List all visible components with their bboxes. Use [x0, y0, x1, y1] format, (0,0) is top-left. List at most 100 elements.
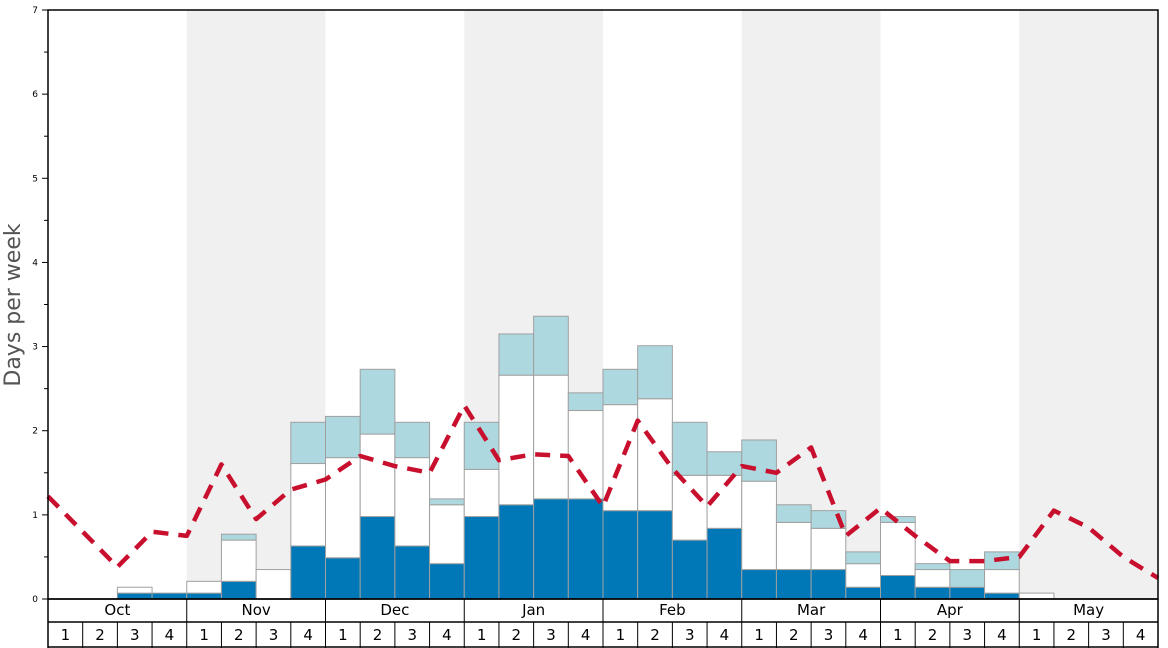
bar-segment [637, 345, 673, 400]
week-label: 3 [824, 626, 834, 644]
bar-segment [290, 421, 326, 465]
bar-segment [429, 498, 465, 506]
bar-segment [914, 569, 951, 588]
week-label: 4 [858, 626, 868, 644]
bar-segment [845, 586, 881, 600]
bar-segment [845, 563, 881, 588]
bar-segment [498, 374, 535, 506]
bar-segment [533, 315, 569, 376]
bar-segment [186, 580, 222, 594]
bar-segment [949, 586, 986, 600]
bar-segment [741, 480, 777, 571]
week-label: 3 [407, 626, 417, 644]
bar-segment [325, 457, 361, 559]
week-label: 3 [685, 626, 695, 644]
month-label: Oct [104, 601, 130, 619]
week-label: 3 [1101, 626, 1111, 644]
bar-segment [394, 421, 431, 459]
week-label: 4 [442, 626, 452, 644]
week-label: 1 [1032, 626, 1042, 644]
month-label: Feb [659, 601, 686, 619]
bar-segment [186, 592, 222, 600]
y-tick-label: 4 [32, 258, 38, 268]
week-label: 2 [1067, 626, 1077, 644]
bar-segment [220, 539, 257, 582]
month-label: Nov [241, 601, 270, 619]
bar-segment [984, 569, 1020, 594]
bar-segment [220, 580, 257, 600]
bar-segment [533, 498, 569, 600]
month-label: Mar [797, 601, 826, 619]
bars [116, 315, 1055, 600]
bar-segment [845, 551, 881, 565]
y-tick-label: 3 [32, 343, 38, 353]
bar-segment [325, 557, 361, 600]
month-shading [186, 10, 1158, 599]
bar-segment [567, 410, 604, 500]
bar-segment [880, 574, 916, 600]
week-label: 2 [234, 626, 244, 644]
week-label: 4 [1136, 626, 1146, 644]
week-label: 1 [477, 626, 487, 644]
bar-segment [151, 592, 188, 600]
week-label: 4 [303, 626, 313, 644]
week-label: 2 [650, 626, 660, 644]
week-label: 2 [373, 626, 383, 644]
bar-segment [498, 504, 535, 600]
bar-segment [498, 333, 535, 376]
bar-segment [220, 533, 257, 541]
y-tick-label: 5 [32, 174, 38, 184]
x-axis: Oct 1 2 3 4 Nov 1 2 3 4 Dec 1 2 3 4 Jan 1 2 3 4 Feb 1 2 3 4 Mar 1 2… [47, 598, 1159, 648]
week-label: 3 [269, 626, 279, 644]
week-label: 1 [61, 626, 71, 644]
bar-segment [775, 521, 812, 571]
y-tick-label: 0 [32, 595, 38, 605]
bar-segment [914, 563, 951, 571]
week-label: 4 [720, 626, 730, 644]
bar-segment [914, 586, 951, 600]
bar-segment [775, 504, 812, 523]
week-label: 1 [338, 626, 348, 644]
month-label: May [1073, 601, 1104, 619]
week-label: 1 [754, 626, 764, 644]
bar-segment [325, 415, 361, 459]
bar-segment [637, 398, 673, 512]
week-label: 1 [893, 626, 903, 644]
bar-segment [255, 569, 292, 600]
bar-segment [706, 451, 743, 476]
bar-segment [671, 539, 708, 600]
bar-segment [463, 516, 500, 600]
week-label: 4 [165, 626, 175, 644]
bar-segment [290, 463, 326, 547]
bar-segment [429, 504, 465, 565]
bar-segment [290, 545, 326, 600]
week-label: 2 [928, 626, 938, 644]
week-label: 2 [95, 626, 105, 644]
y-tick-label: 7 [32, 6, 38, 16]
y-tick-label: 6 [32, 90, 38, 100]
bar-segment [533, 374, 569, 500]
month-label: Dec [380, 601, 409, 619]
bar-segment [394, 457, 431, 547]
bar-segment [810, 527, 847, 571]
bar-segment [567, 392, 604, 412]
bar-segment [359, 516, 396, 600]
bar-segment [637, 510, 673, 600]
month-label: Jan [521, 601, 545, 619]
bar-segment [984, 592, 1020, 600]
bar-segment [706, 527, 743, 600]
bar-segment [116, 586, 153, 594]
week-label: 1 [199, 626, 209, 644]
bar-segment [671, 421, 708, 476]
bar-segment [602, 368, 639, 406]
bar-segment [949, 569, 986, 588]
bar-segment [359, 433, 396, 518]
bar-segment [602, 510, 639, 600]
week-label: 3 [962, 626, 972, 644]
bar-segment [359, 368, 396, 435]
bar-segment [741, 439, 777, 482]
week-label: 3 [546, 626, 556, 644]
bar-segment [429, 563, 465, 600]
bar-segment [463, 468, 500, 518]
